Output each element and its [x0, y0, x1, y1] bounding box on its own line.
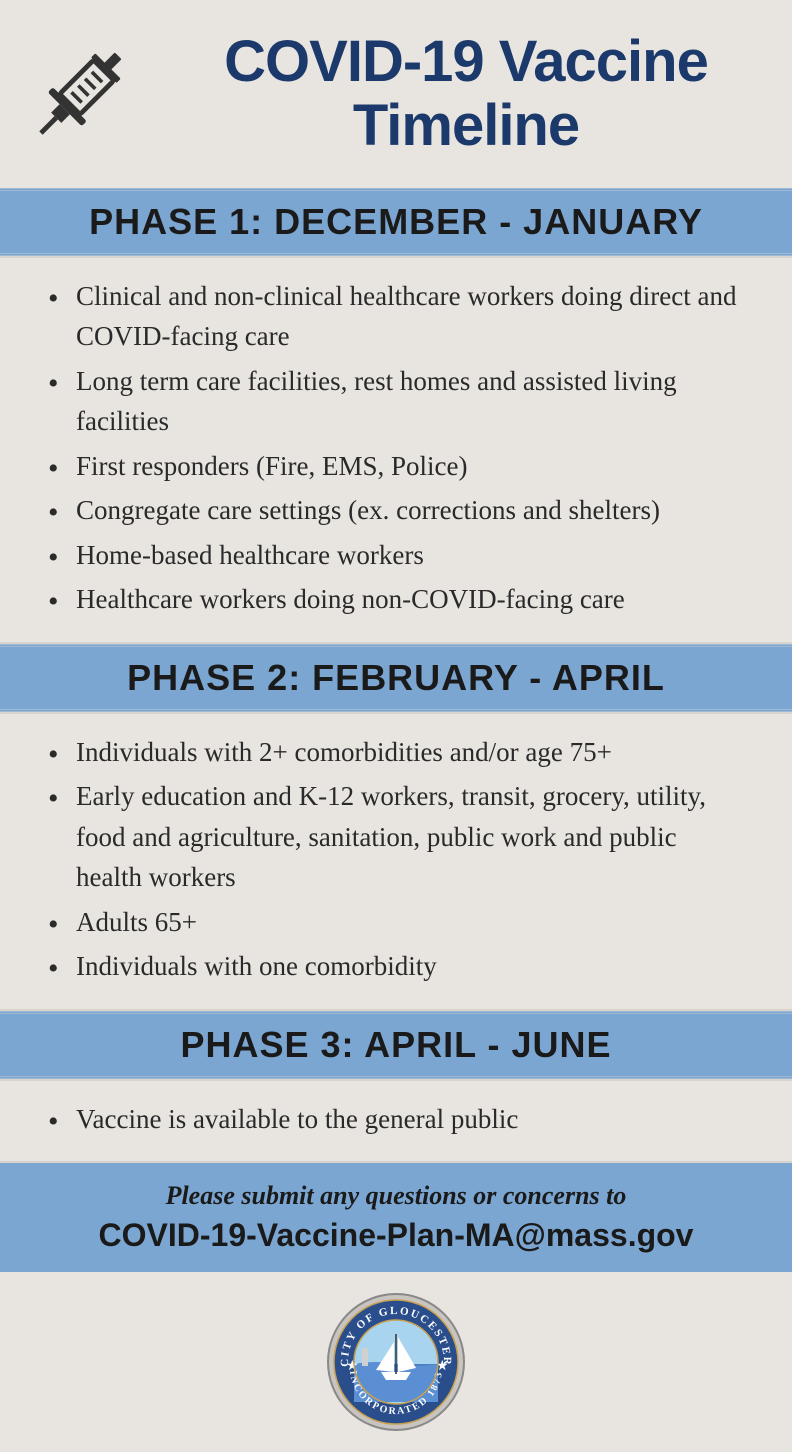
phase-3-header: PHASE 3: APRIL - JUNE — [0, 1011, 792, 1079]
phase-3-label: PHASE 3: APRIL - JUNE — [0, 1024, 792, 1066]
contact-email: COVID-19-Vaccine-Plan-MA@mass.gov — [10, 1217, 782, 1254]
list-item: Healthcare workers doing non-COVID-facin… — [48, 579, 744, 620]
phase-2-header: PHASE 2: FEBRUARY - APRIL — [0, 644, 792, 712]
page-title: COVID-19 Vaccine Timeline — [160, 30, 772, 158]
header: COVID-19 Vaccine Timeline — [0, 0, 792, 188]
list-item: Early education and K-12 workers, transi… — [48, 776, 744, 898]
phase-1-list: Clinical and non-clinical healthcare wor… — [48, 276, 744, 620]
phase-2-content: Individuals with 2+ comorbidities and/or… — [0, 712, 792, 1011]
seal-container: CITY OF GLOUCESTER INCORPORATED 1873 ★ ★ — [0, 1272, 792, 1452]
phase-3-list: Vaccine is available to the general publ… — [48, 1099, 744, 1140]
phase-3-content: Vaccine is available to the general publ… — [0, 1079, 792, 1164]
contact-block: Please submit any questions or concerns … — [0, 1163, 792, 1272]
phase-2-list: Individuals with 2+ comorbidities and/or… — [48, 732, 744, 987]
phase-1-header: PHASE 1: DECEMBER - JANUARY — [0, 188, 792, 256]
syringe-icon — [20, 34, 140, 154]
list-item: Clinical and non-clinical healthcare wor… — [48, 276, 744, 357]
list-item: First responders (Fire, EMS, Police) — [48, 446, 744, 487]
list-item: Individuals with 2+ comorbidities and/or… — [48, 732, 744, 773]
list-item: Congregate care settings (ex. correction… — [48, 490, 744, 531]
list-item: Long term care facilities, rest homes an… — [48, 361, 744, 442]
phase-1-label: PHASE 1: DECEMBER - JANUARY — [0, 201, 792, 243]
list-item: Vaccine is available to the general publ… — [48, 1099, 744, 1140]
list-item: Adults 65+ — [48, 902, 744, 943]
list-item: Home-based healthcare workers — [48, 535, 744, 576]
city-seal-icon: CITY OF GLOUCESTER INCORPORATED 1873 ★ ★ — [326, 1292, 466, 1432]
phase-1-content: Clinical and non-clinical healthcare wor… — [0, 256, 792, 644]
contact-intro: Please submit any questions or concerns … — [10, 1181, 782, 1211]
phase-2-label: PHASE 2: FEBRUARY - APRIL — [0, 657, 792, 699]
list-item: Individuals with one comorbidity — [48, 946, 744, 987]
svg-text:★: ★ — [346, 1359, 359, 1374]
